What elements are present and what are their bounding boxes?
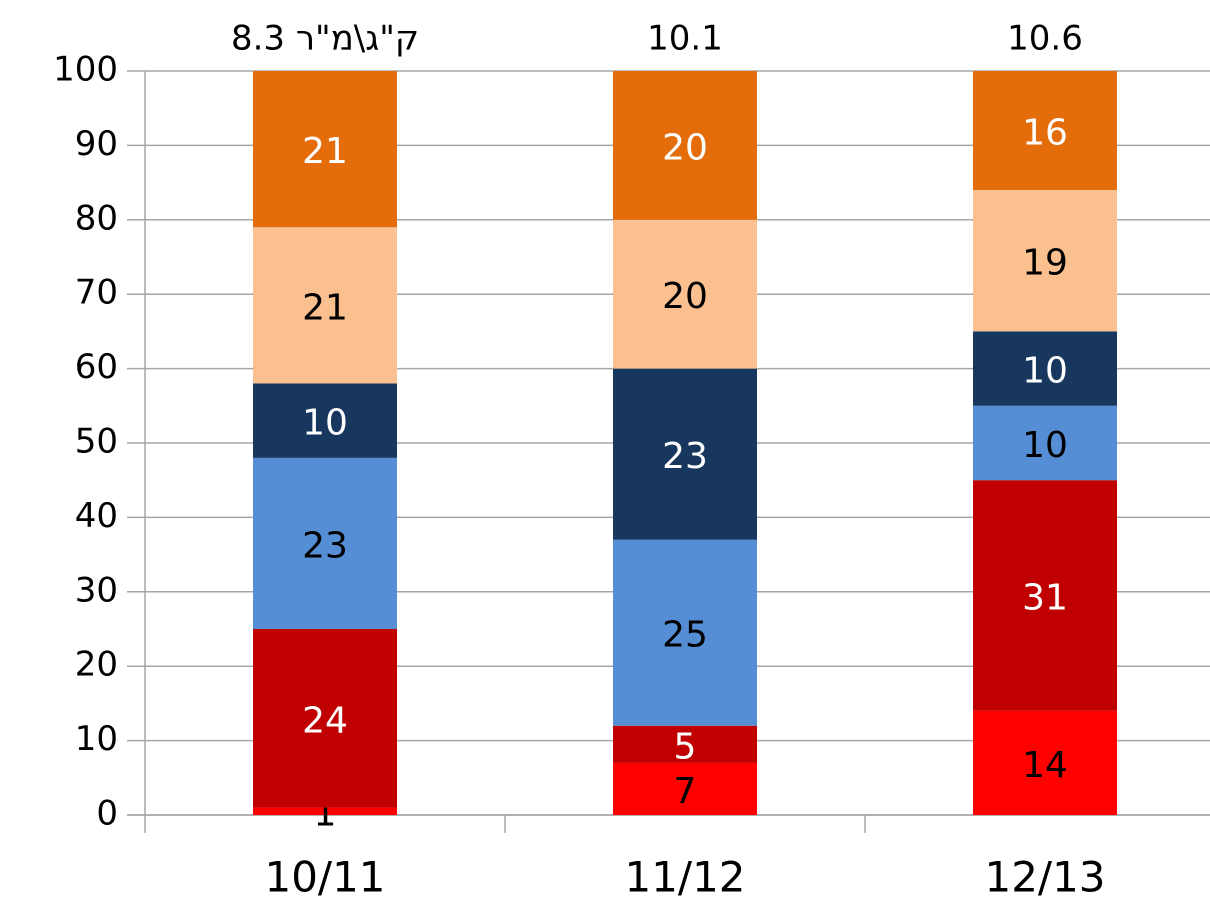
bar-segment [973, 331, 1117, 406]
data-label: 14 [1022, 745, 1068, 786]
data-label: 21 [302, 287, 348, 328]
bar-segment [973, 405, 1117, 481]
data-label: 23 [662, 436, 708, 477]
data-label: 10 [302, 403, 348, 444]
bar-segment [253, 629, 397, 808]
bar-segment [973, 190, 1117, 332]
x-tick-label: 11/12 [624, 853, 745, 902]
data-label: 20 [662, 127, 708, 168]
y-tick-label: 60 [75, 347, 118, 387]
data-label: 10 [1022, 351, 1068, 392]
y-tick-label: 0 [96, 794, 118, 834]
annotation: 8.3 ק"ג\מ"ר [231, 19, 419, 59]
y-tick-label: 80 [75, 198, 118, 238]
bar-segment [253, 457, 397, 629]
bar-segment [613, 725, 757, 763]
bar-segment [253, 383, 397, 458]
data-label: 10 [1022, 425, 1068, 466]
bar-segment [253, 807, 397, 815]
data-label: 7 [674, 771, 697, 812]
x-tick-label: 10/11 [264, 853, 385, 902]
y-tick-label: 30 [75, 570, 118, 610]
bar-segment [253, 227, 397, 384]
bar-segment [613, 762, 757, 815]
bar-segment [613, 539, 757, 726]
bar-segment [613, 219, 757, 369]
annotation: 10.6 [1007, 19, 1083, 59]
data-label: 25 [662, 615, 708, 656]
x-tick-label: 12/13 [984, 853, 1105, 902]
data-label: 21 [302, 131, 348, 172]
y-tick-label: 20 [75, 645, 118, 685]
bar-segment [973, 480, 1117, 711]
data-label: 23 [302, 525, 348, 566]
bar-segment [253, 71, 397, 228]
y-tick-label: 70 [75, 273, 118, 313]
y-tick-label: 90 [75, 124, 118, 164]
data-label: 16 [1022, 113, 1068, 154]
y-tick-label: 100 [53, 50, 118, 90]
y-tick-label: 10 [75, 719, 118, 759]
bar-segment [973, 710, 1117, 815]
data-label: 19 [1022, 243, 1068, 284]
annotation: 10.1 [647, 19, 723, 59]
data-label: 31 [1022, 578, 1068, 619]
bar-segment [973, 71, 1117, 191]
bar-segment [613, 368, 757, 540]
data-label: 24 [302, 700, 348, 741]
y-tick-label: 40 [75, 496, 118, 536]
y-tick-label: 50 [75, 422, 118, 462]
data-label: 20 [662, 276, 708, 317]
data-label: 5 [674, 726, 697, 767]
bar-segment [613, 71, 757, 220]
